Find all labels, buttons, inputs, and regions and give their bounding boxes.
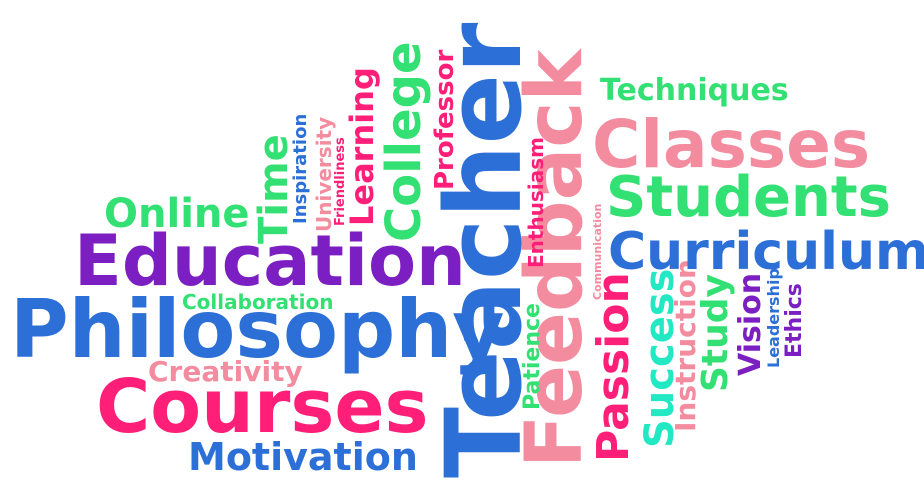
word-professor: Professor [430,49,460,190]
word-college: College [376,41,432,242]
word-education: Education [74,220,466,302]
word-philosophy: Philosophy [10,283,505,376]
word-online: Online [104,191,250,237]
word-ethics: Ethics [782,283,807,358]
word-communication: Communication [591,203,604,300]
word-students: Students [606,165,892,230]
word-enthusiasm: Enthusiasm [524,137,548,268]
word-classes: Classes [592,106,871,183]
word-passion: Passion [588,272,639,462]
word-university: University [312,116,336,232]
word-techniques: Techniques [600,73,789,108]
word-motivation: Motivation [188,435,418,479]
word-learning: Learning [343,67,381,226]
word-courses: Courses [96,364,429,450]
word-study: Study [695,273,736,392]
word-collaboration: Collaboration [182,290,334,314]
word-creativity: Creativity [148,355,303,388]
word-curriculum: Curriculum [608,222,924,282]
word-patience: Patience [520,303,545,410]
word-leadership: Leadership [764,268,783,368]
word-vision: Vision [733,272,768,376]
